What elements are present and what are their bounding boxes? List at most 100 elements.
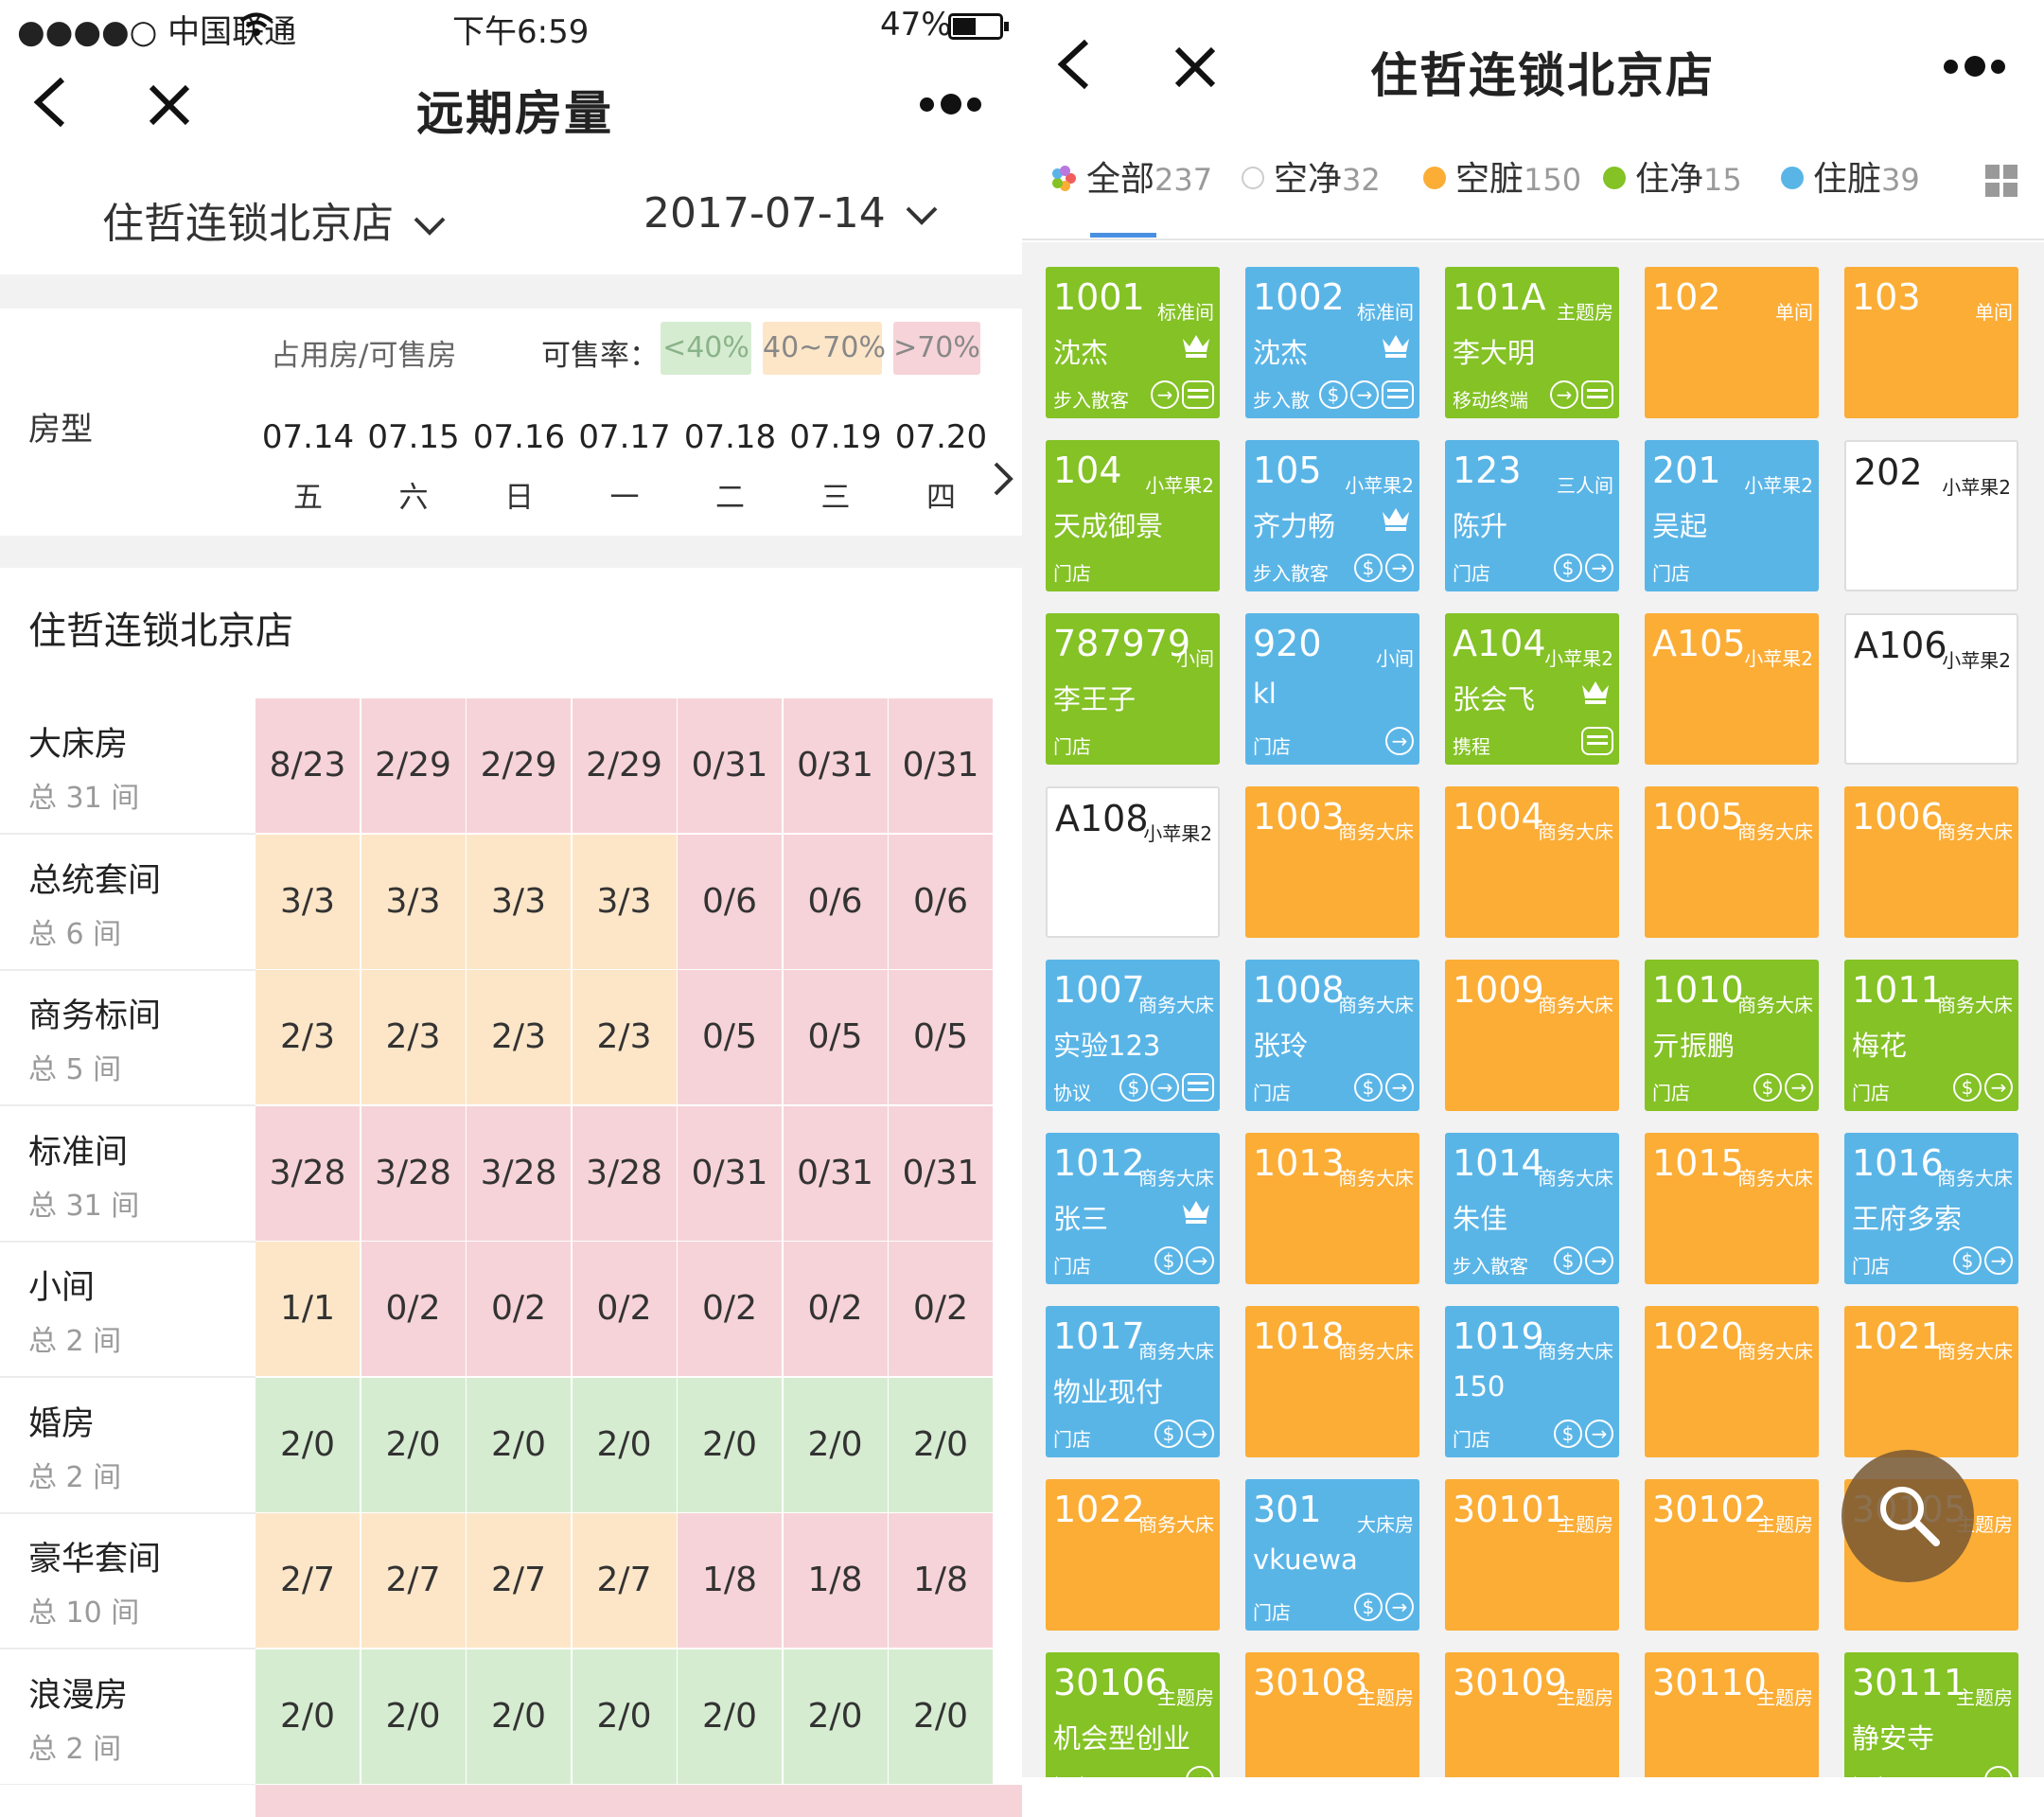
availability-cell[interactable]: 3/28 [572, 1105, 677, 1241]
availability-cell[interactable]: 0/2 [678, 1242, 782, 1376]
room-card[interactable]: 1018 商务大床 [1245, 1306, 1419, 1457]
room-card[interactable]: 30109 主题房 [1445, 1652, 1619, 1777]
room-card[interactable]: 1011 商务大床 梅花 门店 $ → [1844, 960, 2018, 1111]
room-card[interactable]: 1009 商务大床 [1445, 960, 1619, 1111]
search-button[interactable] [1841, 1450, 1974, 1582]
room-card[interactable]: 1021 商务大床 [1844, 1306, 2018, 1457]
availability-cell[interactable]: 2/29 [361, 698, 466, 833]
room-card[interactable]: 102 单间 [1645, 267, 1819, 418]
room-card[interactable]: 1012 商务大床 张三 门店 $ → [1046, 1133, 1220, 1284]
availability-cell[interactable]: 3/28 [256, 1105, 360, 1241]
availability-cell[interactable]: 2/0 [361, 1649, 466, 1784]
room-card[interactable]: 301 大床房 vkuewa 门店 $ → [1245, 1479, 1419, 1631]
availability-cell[interactable]: 3/3 [467, 834, 571, 969]
room-card[interactable]: 30102 主题房 [1645, 1479, 1819, 1631]
availability-cell[interactable]: 0/31 [889, 1105, 993, 1241]
room-card[interactable]: 30111主题房静安寺门店 → [1844, 1652, 2018, 1777]
room-card[interactable]: 1003 商务大床 [1245, 786, 1419, 938]
room-card[interactable]: 1022 商务大床 [1046, 1479, 1220, 1631]
room-card[interactable]: 1002 标准间 沈杰 步入散 $ → [1245, 267, 1419, 418]
close-icon[interactable] [148, 83, 191, 127]
availability-cell[interactable]: 0/5 [889, 970, 993, 1104]
availability-cell[interactable]: 0/5 [783, 970, 888, 1104]
availability-cell[interactable]: 2/0 [572, 1649, 677, 1784]
room-card[interactable]: 1008 商务大床 张玲 门店 $ → [1245, 960, 1419, 1111]
availability-cell[interactable]: 2/29 [572, 698, 677, 833]
room-card[interactable]: 101A 主题房 李大明 移动终端 → [1445, 267, 1619, 418]
availability-cell[interactable]: 0/31 [889, 698, 993, 833]
availability-cell[interactable]: 0/2 [783, 1242, 888, 1376]
availability-cell[interactable]: 1/8 [783, 1513, 888, 1648]
availability-cell[interactable]: 2/3 [361, 970, 466, 1104]
tab-vacant-clean[interactable]: 空净32 [1242, 156, 1381, 203]
availability-cell[interactable]: 0/2 [467, 1242, 571, 1376]
room-card[interactable]: 1016 商务大床 王府多索 门店 $ → [1844, 1133, 2018, 1284]
availability-cell[interactable]: 0/2 [361, 1242, 466, 1376]
close-icon[interactable] [1173, 45, 1217, 89]
availability-cell[interactable]: 2/7 [361, 1513, 466, 1648]
availability-cell[interactable]: 2/0 [678, 1649, 782, 1784]
room-card[interactable]: 104 小苹果2 天成御景 门店 [1046, 440, 1220, 591]
room-card[interactable]: 202 小苹果2 [1844, 440, 2018, 591]
availability-cell[interactable]: 2/0 [889, 1377, 993, 1512]
date-selector[interactable]: 2017-07-14 [643, 189, 939, 238]
availability-cell[interactable]: 3/3 [256, 834, 360, 969]
room-card[interactable]: 30110 主题房 [1645, 1652, 1819, 1777]
availability-cell[interactable]: 3/28 [361, 1105, 466, 1241]
availability-cell[interactable]: 0/5 [678, 970, 782, 1104]
availability-cell[interactable]: 2/7 [572, 1513, 677, 1648]
availability-cell[interactable]: 8/23 [256, 698, 360, 833]
availability-cell[interactable]: 2/0 [256, 1377, 360, 1512]
availability-cell[interactable]: 0/31 [783, 698, 888, 833]
room-card[interactable]: 201 小苹果2 吴起 门店 [1645, 440, 1819, 591]
room-card[interactable]: 1019 商务大床 150 门店 $ → [1445, 1306, 1619, 1457]
availability-cell[interactable]: 0/6 [889, 834, 993, 969]
availability-cell[interactable]: 3/3 [572, 834, 677, 969]
chevron-right-icon[interactable] [992, 460, 1014, 498]
availability-cell[interactable]: 3/3 [361, 834, 466, 969]
availability-cell[interactable]: 2/7 [467, 1513, 571, 1648]
room-card[interactable]: A106 小苹果2 [1844, 613, 2018, 765]
room-card[interactable]: 105 小苹果2 齐力畅 步入散客 $ → [1245, 440, 1419, 591]
room-card[interactable]: 920 小间 kl 门店 → [1245, 613, 1419, 765]
availability-cell[interactable]: 2/29 [467, 698, 571, 833]
availability-cell[interactable]: 2/7 [256, 1513, 360, 1648]
room-card[interactable]: 1007 商务大床 实验123 协议 $ → [1046, 960, 1220, 1111]
room-card[interactable]: 1017 商务大床 物业现付 门店 $ → [1046, 1306, 1220, 1457]
availability-cell[interactable]: 2/0 [783, 1377, 888, 1512]
availability-cell[interactable]: 2/3 [256, 970, 360, 1104]
room-card[interactable]: 1015 商务大床 [1645, 1133, 1819, 1284]
availability-cell[interactable]: 2/0 [361, 1377, 466, 1512]
availability-cell[interactable]: 0/31 [678, 698, 782, 833]
availability-cell[interactable]: 0/2 [572, 1242, 677, 1376]
availability-cell[interactable]: 0/6 [783, 834, 888, 969]
room-card[interactable]: A104 小苹果2 张会飞 携程 [1445, 613, 1619, 765]
availability-cell[interactable]: 2/0 [256, 1649, 360, 1784]
room-card[interactable]: 30108 主题房 [1245, 1652, 1419, 1777]
tab-all[interactable]: 全部237 [1048, 156, 1212, 203]
room-card[interactable]: 103 单间 [1844, 267, 2018, 418]
availability-cell[interactable]: 0/31 [678, 1105, 782, 1241]
availability-cell[interactable]: 2/0 [467, 1649, 571, 1784]
back-icon[interactable] [1054, 38, 1092, 91]
store-selector[interactable]: 住哲连锁北京店 [102, 189, 447, 250]
room-card[interactable]: 1020 商务大床 [1645, 1306, 1819, 1457]
tab-occupied-clean[interactable]: 住净15 [1603, 156, 1742, 203]
more-icon[interactable] [918, 90, 984, 118]
room-card[interactable]: 1005 商务大床 [1645, 786, 1819, 938]
room-card[interactable]: 1010 商务大床 亓振鹏 门店 $ → [1645, 960, 1819, 1111]
availability-cell[interactable]: 1/1 [256, 1242, 360, 1376]
availability-cell[interactable]: 2/3 [572, 970, 677, 1104]
availability-cell[interactable]: 0/6 [678, 834, 782, 969]
room-card[interactable]: 1001 标准间 沈杰 步入散客 → [1046, 267, 1220, 418]
availability-cell[interactable]: 2/0 [572, 1377, 677, 1512]
availability-cell[interactable]: 0/31 [783, 1105, 888, 1241]
availability-cell[interactable]: 2/0 [889, 1649, 993, 1784]
room-card[interactable]: 123 三人间 陈升 门店 $ → [1445, 440, 1619, 591]
room-card[interactable]: 1014 商务大床 朱佳 步入散客 $ → [1445, 1133, 1619, 1284]
availability-cell[interactable]: 2/3 [467, 970, 571, 1104]
room-card[interactable]: 1004 商务大床 [1445, 786, 1619, 938]
availability-cell[interactable]: 3/28 [467, 1105, 571, 1241]
back-icon[interactable] [30, 76, 68, 129]
availability-cell[interactable]: 0/2 [889, 1242, 993, 1376]
